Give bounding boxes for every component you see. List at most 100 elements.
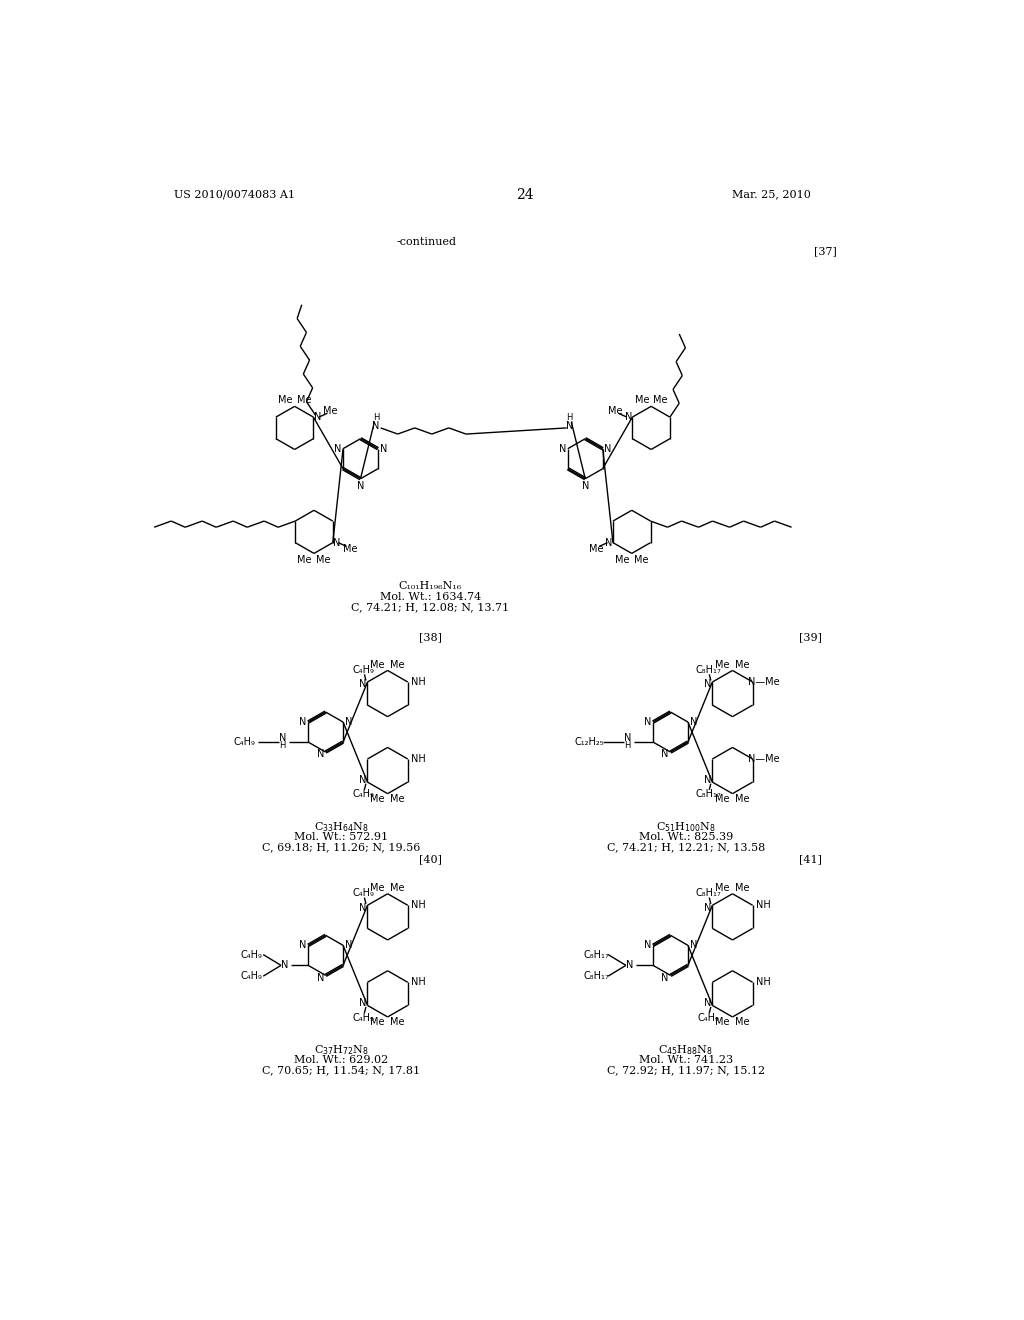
- Text: N: N: [316, 750, 324, 759]
- Text: H: H: [373, 413, 379, 421]
- Text: C₄H₉: C₄H₉: [352, 789, 375, 800]
- Text: N: N: [705, 680, 712, 689]
- Text: N: N: [625, 412, 632, 422]
- Text: Me: Me: [343, 544, 357, 554]
- Text: C₈H₁₇: C₈H₁₇: [695, 789, 721, 800]
- Text: N: N: [345, 940, 352, 950]
- Text: Mol. Wt.: 1634.74: Mol. Wt.: 1634.74: [380, 591, 481, 602]
- Text: Mol. Wt.: 741.23: Mol. Wt.: 741.23: [639, 1055, 733, 1065]
- Text: C, 72.92; H, 11.97; N, 15.12: C, 72.92; H, 11.97; N, 15.12: [607, 1065, 765, 1074]
- Text: N: N: [299, 940, 306, 950]
- Text: N—Me: N—Me: [748, 677, 779, 686]
- Text: N: N: [690, 717, 697, 727]
- Text: N: N: [334, 444, 341, 454]
- Text: C₈H₁₇: C₈H₁₇: [695, 888, 721, 898]
- Text: Mol. Wt.: 629.02: Mol. Wt.: 629.02: [294, 1055, 388, 1065]
- Text: C, 74.21; H, 12.21; N, 13.58: C, 74.21; H, 12.21; N, 13.58: [607, 842, 765, 851]
- Text: NH: NH: [412, 754, 426, 764]
- Text: C₄H₉: C₄H₉: [233, 737, 256, 747]
- Text: N: N: [644, 717, 651, 727]
- Text: [41]: [41]: [799, 854, 821, 865]
- Text: N: N: [705, 775, 712, 785]
- Text: N: N: [690, 940, 697, 950]
- Text: Me: Me: [589, 544, 603, 554]
- Text: C₄H₉: C₄H₉: [352, 1012, 375, 1023]
- Text: H: H: [625, 742, 631, 750]
- Text: Me: Me: [735, 660, 750, 671]
- Text: Me: Me: [653, 395, 668, 405]
- Text: N: N: [604, 444, 611, 454]
- Text: NH: NH: [412, 677, 426, 686]
- Text: NH: NH: [412, 977, 426, 987]
- Text: NH: NH: [412, 900, 426, 911]
- Text: Me: Me: [371, 795, 385, 804]
- Text: C₁₀₁H₁₉₆N₁₆: C₁₀₁H₁₉₆N₁₆: [398, 581, 462, 591]
- Text: N: N: [705, 998, 712, 1008]
- Text: N: N: [705, 903, 712, 912]
- Text: N: N: [380, 444, 387, 454]
- Text: [39]: [39]: [799, 632, 821, 643]
- Text: Mol. Wt.: 572.91: Mol. Wt.: 572.91: [294, 832, 388, 842]
- Text: N: N: [662, 750, 669, 759]
- Text: C₈H₁₇: C₈H₁₇: [695, 665, 721, 675]
- Text: Me: Me: [715, 795, 730, 804]
- Text: N: N: [359, 680, 367, 689]
- Text: Me: Me: [715, 660, 730, 671]
- Text: N: N: [299, 717, 306, 727]
- Text: N: N: [359, 775, 367, 785]
- Text: Mar. 25, 2010: Mar. 25, 2010: [732, 190, 811, 199]
- Text: Me: Me: [735, 883, 750, 894]
- Text: 24: 24: [516, 187, 534, 202]
- Text: NH: NH: [756, 977, 771, 987]
- Text: N: N: [333, 537, 340, 548]
- Text: N: N: [662, 973, 669, 982]
- Text: Me: Me: [297, 395, 311, 405]
- Text: Me: Me: [297, 554, 312, 565]
- Text: Me: Me: [635, 395, 649, 405]
- Text: Me: Me: [390, 795, 404, 804]
- Text: NH: NH: [756, 900, 771, 911]
- Text: Me: Me: [735, 795, 750, 804]
- Text: Me: Me: [390, 1018, 404, 1027]
- Text: H: H: [280, 742, 286, 750]
- Text: Me: Me: [715, 883, 730, 894]
- Text: N: N: [582, 480, 589, 491]
- Text: C₄H₉: C₄H₉: [241, 949, 262, 960]
- Text: Me: Me: [279, 395, 293, 405]
- Text: N: N: [282, 961, 289, 970]
- Text: C$_{33}$H$_{64}$N$_{8}$: C$_{33}$H$_{64}$N$_{8}$: [313, 820, 369, 834]
- Text: N: N: [624, 733, 631, 743]
- Text: C$_{37}$H$_{72}$N$_{8}$: C$_{37}$H$_{72}$N$_{8}$: [313, 1043, 369, 1057]
- Text: H: H: [566, 413, 573, 421]
- Text: Me: Me: [371, 883, 385, 894]
- Text: N: N: [626, 961, 634, 970]
- Text: C$_{51}$H$_{100}$N$_{8}$: C$_{51}$H$_{100}$N$_{8}$: [656, 820, 716, 834]
- Text: N: N: [559, 444, 566, 454]
- Text: C, 74.21; H, 12.08; N, 13.71: C, 74.21; H, 12.08; N, 13.71: [351, 602, 509, 612]
- Text: N: N: [316, 973, 324, 982]
- Text: N: N: [644, 940, 651, 950]
- Text: Me: Me: [371, 1018, 385, 1027]
- Text: C₄H₉: C₄H₉: [352, 665, 375, 675]
- Text: Me: Me: [390, 660, 404, 671]
- Text: N: N: [279, 733, 287, 743]
- Text: C₄H₉: C₄H₉: [241, 972, 262, 981]
- Text: C$_{45}$H$_{88}$N$_{8}$: C$_{45}$H$_{88}$N$_{8}$: [658, 1043, 714, 1057]
- Text: [40]: [40]: [419, 854, 441, 865]
- Text: Me: Me: [390, 883, 404, 894]
- Text: C, 70.65; H, 11.54; N, 17.81: C, 70.65; H, 11.54; N, 17.81: [262, 1065, 420, 1074]
- Text: [38]: [38]: [419, 632, 441, 643]
- Text: Me: Me: [316, 554, 331, 565]
- Text: C, 69.18; H, 11.26; N, 19.56: C, 69.18; H, 11.26; N, 19.56: [262, 842, 420, 851]
- Text: N: N: [356, 480, 365, 491]
- Text: C₈H₁₇: C₈H₁₇: [584, 949, 609, 960]
- Text: N: N: [345, 717, 352, 727]
- Text: Me: Me: [715, 1018, 730, 1027]
- Text: N: N: [313, 412, 321, 422]
- Text: N—Me: N—Me: [748, 754, 779, 764]
- Text: N: N: [373, 421, 380, 430]
- Text: Me: Me: [615, 554, 630, 565]
- Text: C₄H₉: C₄H₉: [352, 888, 375, 898]
- Text: C₁₂H₂₅: C₁₂H₂₅: [574, 737, 604, 747]
- Text: US 2010/0074083 A1: US 2010/0074083 A1: [174, 190, 296, 199]
